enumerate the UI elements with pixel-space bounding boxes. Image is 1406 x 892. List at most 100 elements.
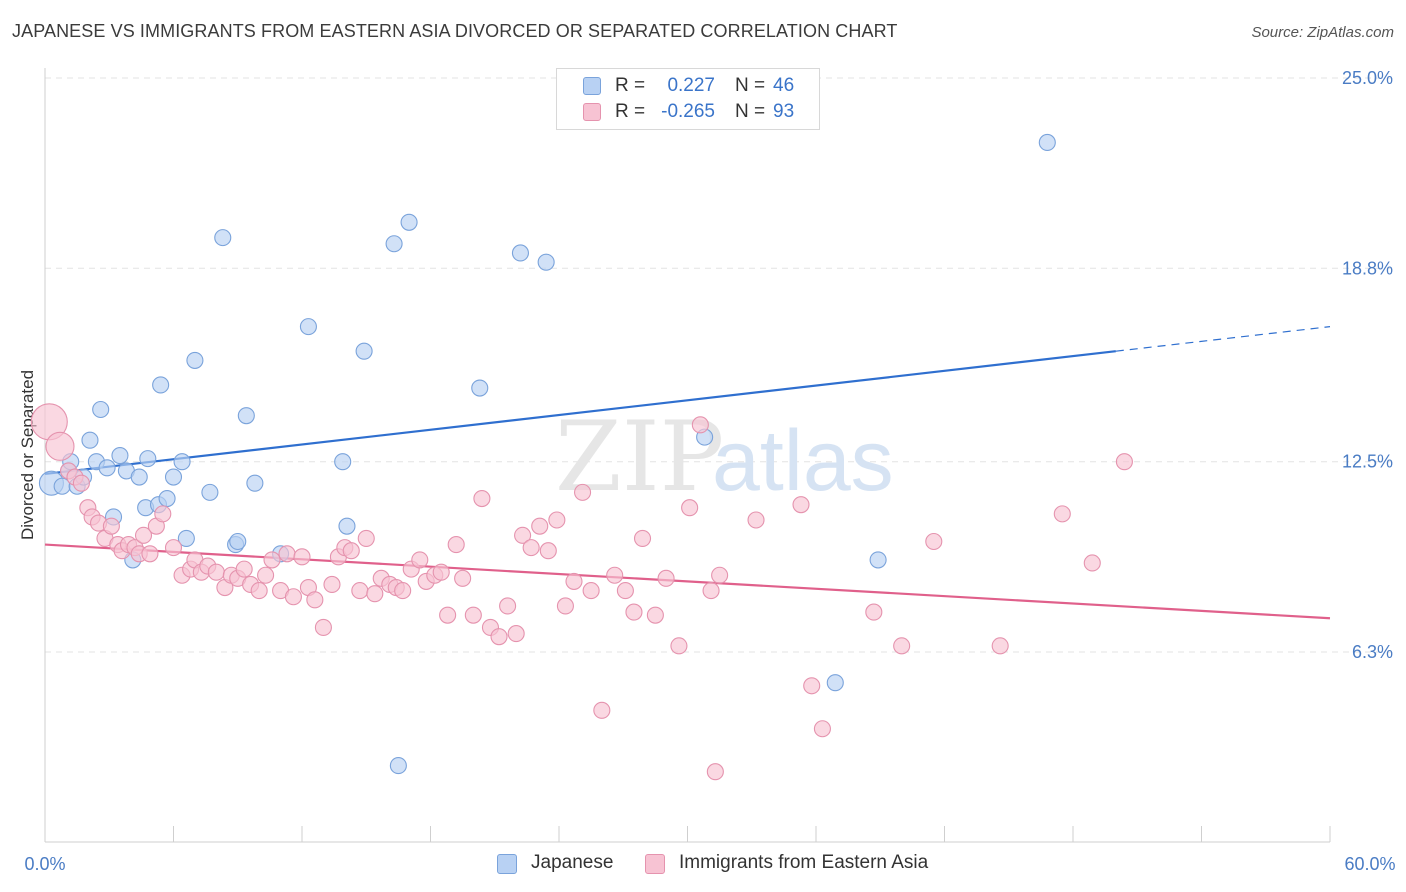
point-japanese [355, 342, 373, 360]
point-immigrants [490, 628, 508, 646]
legend-swatch-immigrants [583, 103, 601, 121]
point-immigrants [439, 606, 457, 624]
point-immigrants [45, 431, 75, 461]
trend-line-japanese [44, 350, 1116, 476]
legend-n-label: N = [735, 75, 766, 96]
point-japanese [246, 474, 264, 492]
point-immigrants [616, 582, 634, 600]
point-immigrants [134, 526, 153, 544]
point-immigrants [314, 618, 332, 636]
legend-r-value: -0.265 [661, 101, 715, 122]
point-immigrants [747, 511, 765, 529]
series-name-japanese: Japanese [531, 852, 614, 873]
point-immigrants [250, 582, 268, 600]
point-immigrants [235, 560, 253, 578]
point-immigrants [464, 606, 482, 624]
x-tick-label: 0.0% [24, 854, 65, 874]
point-japanese [158, 489, 176, 508]
point-immigrants [539, 542, 557, 560]
y-tick-label: 6.3% [1352, 642, 1393, 662]
legend: R = 0.227 N = 46 R = -0.265 N = 93 [556, 68, 820, 130]
point-japanese [164, 468, 183, 486]
point-immigrants [342, 542, 360, 560]
y-tick-label: 25.0% [1342, 68, 1393, 88]
point-immigrants [1053, 505, 1071, 523]
point-immigrants [499, 597, 517, 615]
point-immigrants [803, 677, 821, 695]
point-immigrants [72, 474, 90, 492]
point-immigrants [593, 701, 611, 719]
point-japanese [214, 229, 232, 247]
point-japanese [98, 459, 116, 477]
source-label: Source: ZipAtlas.com [1251, 24, 1394, 41]
point-immigrants [633, 529, 652, 547]
point-japanese [537, 253, 555, 271]
series-legend: Japanese Immigrants from Eastern Asia [0, 852, 1406, 878]
point-immigrants [681, 499, 699, 517]
point-immigrants [447, 536, 465, 554]
point-immigrants [556, 597, 574, 615]
point-japanese [139, 450, 157, 468]
watermark: ZIP atlas [555, 401, 894, 513]
point-japanese [826, 674, 844, 692]
point-immigrants [207, 563, 225, 581]
point-immigrants [711, 566, 729, 584]
point-japanese [389, 757, 407, 775]
point-immigrants [454, 569, 472, 587]
point-immigrants [257, 566, 275, 584]
point-immigrants [514, 526, 532, 544]
point-japanese [338, 517, 356, 535]
series-swatch-japanese [497, 854, 517, 874]
point-immigrants [411, 551, 429, 569]
point-japanese [173, 453, 191, 471]
point-immigrants [813, 720, 831, 738]
point-immigrants [706, 763, 724, 781]
point-immigrants [691, 416, 709, 434]
axes [44, 68, 1331, 843]
x-tick-label: 60.0% [1344, 854, 1395, 874]
point-immigrants [473, 489, 491, 508]
point-immigrants [670, 637, 688, 655]
point-immigrants [893, 637, 911, 655]
point-immigrants [925, 532, 943, 551]
y-tick-label: 18.8% [1342, 258, 1393, 278]
point-japanese [111, 447, 129, 465]
point-immigrants [548, 511, 566, 529]
point-immigrants [582, 582, 600, 600]
point-immigrants [606, 566, 624, 584]
y-tick-label: 12.5% [1342, 452, 1393, 472]
point-japanese [1038, 133, 1056, 152]
point-japanese [152, 376, 170, 394]
point-japanese [400, 213, 418, 231]
point-immigrants [646, 606, 664, 624]
point-immigrants [522, 539, 540, 557]
point-immigrants [991, 637, 1009, 655]
trend-line-japanese-extension [1115, 326, 1331, 352]
point-japanese [511, 244, 530, 262]
tick-labels: 6.3% 12.5% 18.8% 25.0% 0.0% 60.0% [24, 68, 1395, 874]
trend-line-immigrants [44, 543, 1331, 620]
series-name-immigrants: Immigrants from Eastern Asia [679, 852, 929, 873]
point-japanese [334, 453, 352, 471]
legend-r-value: 0.227 [667, 75, 715, 96]
point-japanese [92, 400, 110, 419]
point-immigrants [278, 545, 296, 563]
point-immigrants [865, 603, 883, 621]
point-immigrants [323, 575, 341, 594]
point-japanese [130, 468, 148, 486]
point-immigrants [565, 572, 583, 590]
point-immigrants [357, 529, 375, 547]
point-japanese [186, 351, 204, 369]
legend-n-value: 46 [773, 75, 795, 96]
legend-r-label: R = [615, 75, 646, 96]
point-immigrants [366, 585, 384, 603]
point-japanese [237, 407, 255, 425]
trend-lines [44, 326, 1331, 620]
data-points [30, 133, 1133, 781]
point-japanese [471, 379, 489, 397]
point-immigrants [574, 483, 592, 501]
watermark-atlas: atlas [712, 413, 894, 509]
point-japanese [299, 318, 317, 336]
legend-n-value: 93 [773, 101, 795, 122]
